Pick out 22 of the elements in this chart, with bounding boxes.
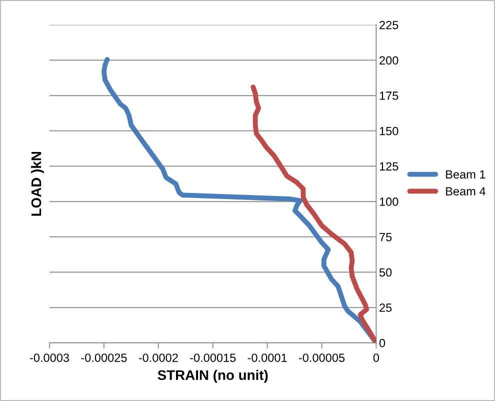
x-tick-label: 0 (373, 354, 380, 362)
legend-label: Beam 4 (446, 187, 486, 196)
y-tick-label: 125 (380, 162, 398, 171)
line-series (250, 84, 376, 343)
x-tick-label: -0.0003 (30, 354, 70, 362)
y-tick-label: 0 (379, 338, 386, 348)
legend-label: Beam 1 (446, 170, 486, 179)
y-tick-label: 25 (380, 304, 392, 312)
y-tick-label: 75 (380, 233, 392, 242)
x-tick-label: -0.0001 (248, 354, 287, 362)
y-tick-label: 225 (380, 20, 398, 30)
x-tick-label: -0.0002 (138, 354, 178, 362)
y-axis-title: LOAD )kN (30, 152, 44, 216)
y-tick-label: 200 (380, 56, 398, 65)
y-tick-label: 175 (380, 92, 398, 100)
x-tick-label: -0.00015 (190, 354, 236, 362)
x-tick-label: -0.00025 (81, 354, 127, 362)
x-axis-title: STRAIN (no unit) (158, 370, 268, 383)
y-tick-label: 50 (379, 268, 392, 277)
y-tick-label: 100 (380, 198, 398, 206)
y-tick-label: 150 (380, 126, 398, 136)
x-tick-label: -0.00005 (298, 354, 345, 362)
